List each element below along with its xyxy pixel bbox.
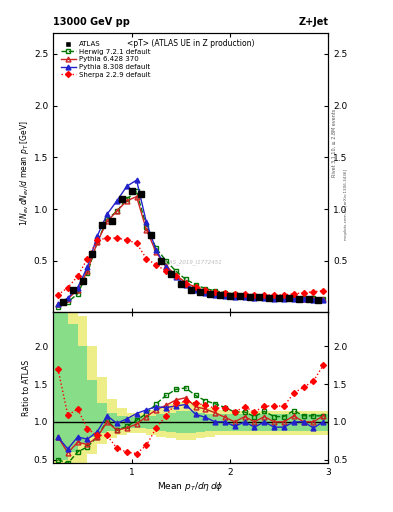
Legend: ATLAS, Herwig 7.2.1 default, Pythia 6.428 370, Pythia 8.308 default, Sherpa 2.2.: ATLAS, Herwig 7.2.1 default, Pythia 6.42… [59, 39, 152, 79]
Text: Z+Jet: Z+Jet [298, 17, 328, 27]
Text: mcplots.cern.ch [arXiv:1306.3436]: mcplots.cern.ch [arXiv:1306.3436] [344, 169, 348, 240]
X-axis label: Mean $p_T/d\eta\,d\phi$: Mean $p_T/d\eta\,d\phi$ [157, 480, 224, 493]
Y-axis label: $1/N_{ev}\,dN_{ev}/d$ mean $p_T$ [GeV]: $1/N_{ev}\,dN_{ev}/d$ mean $p_T$ [GeV] [18, 120, 31, 226]
Text: <pT> (ATLAS UE in Z production): <pT> (ATLAS UE in Z production) [127, 39, 254, 48]
Text: ATLAS_2019_I1772451: ATLAS_2019_I1772451 [159, 260, 222, 265]
Y-axis label: Ratio to ATLAS: Ratio to ATLAS [22, 360, 31, 416]
Text: 13000 GeV pp: 13000 GeV pp [53, 17, 130, 27]
Text: Rivet 3.1.10, ≥ 2.8M events: Rivet 3.1.10, ≥ 2.8M events [332, 109, 337, 178]
